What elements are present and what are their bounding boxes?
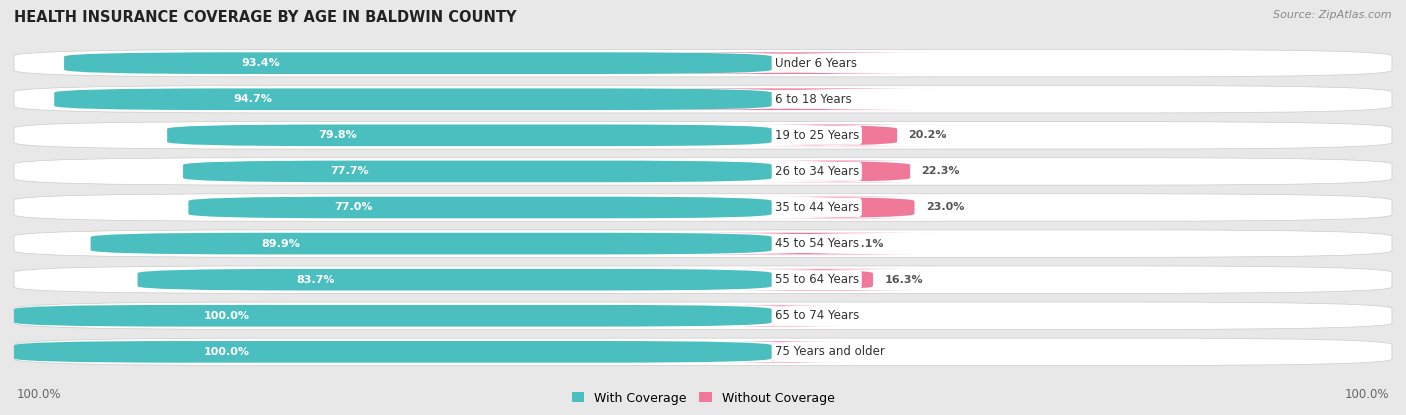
- Text: 100.0%: 100.0%: [204, 311, 249, 321]
- Text: 6.6%: 6.6%: [824, 58, 855, 68]
- Text: 79.8%: 79.8%: [318, 130, 357, 140]
- FancyBboxPatch shape: [666, 233, 941, 254]
- FancyBboxPatch shape: [636, 88, 941, 110]
- Text: 75 Years and older: 75 Years and older: [775, 345, 884, 358]
- FancyBboxPatch shape: [14, 338, 1392, 366]
- Text: 83.7%: 83.7%: [297, 275, 335, 285]
- FancyBboxPatch shape: [188, 197, 772, 218]
- Text: 22.3%: 22.3%: [921, 166, 960, 176]
- FancyBboxPatch shape: [704, 305, 856, 327]
- Text: 26 to 34 Years: 26 to 34 Years: [775, 165, 859, 178]
- Text: 0.0%: 0.0%: [797, 347, 828, 357]
- FancyBboxPatch shape: [644, 52, 941, 74]
- FancyBboxPatch shape: [14, 85, 1392, 113]
- Text: 35 to 44 Years: 35 to 44 Years: [775, 201, 859, 214]
- FancyBboxPatch shape: [14, 122, 1392, 149]
- FancyBboxPatch shape: [183, 161, 772, 182]
- Text: 16.3%: 16.3%: [884, 275, 922, 285]
- FancyBboxPatch shape: [704, 269, 941, 290]
- Text: 100.0%: 100.0%: [17, 388, 62, 401]
- FancyBboxPatch shape: [14, 194, 1392, 221]
- Text: Source: ZipAtlas.com: Source: ZipAtlas.com: [1274, 10, 1392, 20]
- FancyBboxPatch shape: [138, 269, 772, 290]
- Text: Under 6 Years: Under 6 Years: [775, 57, 856, 70]
- Text: 100.0%: 100.0%: [204, 347, 249, 357]
- Text: 5.3%: 5.3%: [815, 94, 846, 104]
- FancyBboxPatch shape: [14, 305, 772, 327]
- Text: HEALTH INSURANCE COVERAGE BY AGE IN BALDWIN COUNTY: HEALTH INSURANCE COVERAGE BY AGE IN BALD…: [14, 10, 516, 25]
- Text: 77.0%: 77.0%: [335, 203, 373, 212]
- Text: 65 to 74 Years: 65 to 74 Years: [775, 309, 859, 322]
- Text: 94.7%: 94.7%: [233, 94, 273, 104]
- FancyBboxPatch shape: [741, 161, 941, 182]
- Text: 0.0%: 0.0%: [797, 311, 828, 321]
- FancyBboxPatch shape: [728, 124, 941, 146]
- Text: 55 to 64 Years: 55 to 64 Years: [775, 273, 859, 286]
- FancyBboxPatch shape: [704, 341, 856, 363]
- Text: 6 to 18 Years: 6 to 18 Years: [775, 93, 852, 106]
- FancyBboxPatch shape: [14, 302, 1392, 330]
- Text: 19 to 25 Years: 19 to 25 Years: [775, 129, 859, 142]
- FancyBboxPatch shape: [90, 233, 772, 254]
- Text: 20.2%: 20.2%: [908, 130, 946, 140]
- Text: 45 to 54 Years: 45 to 54 Years: [775, 237, 859, 250]
- FancyBboxPatch shape: [745, 197, 941, 218]
- FancyBboxPatch shape: [14, 341, 772, 363]
- Legend: With Coverage, Without Coverage: With Coverage, Without Coverage: [572, 392, 834, 405]
- FancyBboxPatch shape: [14, 230, 1392, 257]
- FancyBboxPatch shape: [167, 124, 772, 146]
- FancyBboxPatch shape: [14, 266, 1392, 293]
- Text: 23.0%: 23.0%: [925, 203, 965, 212]
- FancyBboxPatch shape: [55, 88, 772, 110]
- FancyBboxPatch shape: [14, 158, 1392, 185]
- Text: 10.1%: 10.1%: [846, 239, 884, 249]
- Text: 89.9%: 89.9%: [262, 239, 299, 249]
- FancyBboxPatch shape: [14, 49, 1392, 77]
- Text: 77.7%: 77.7%: [330, 166, 368, 176]
- FancyBboxPatch shape: [65, 52, 772, 74]
- Text: 93.4%: 93.4%: [240, 58, 280, 68]
- Text: 100.0%: 100.0%: [1344, 388, 1389, 401]
